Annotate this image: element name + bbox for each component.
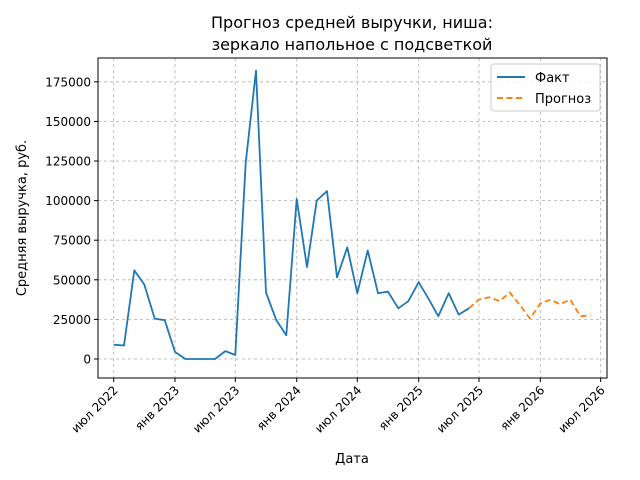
y-tick-label: 25000 [53, 313, 91, 327]
legend: Факт Прогноз [490, 63, 601, 112]
legend-box [490, 63, 601, 112]
x-tick-label: июл 2022 [69, 383, 121, 435]
plot-area-frame [97, 57, 608, 379]
x-tick-label: июл 2023 [190, 383, 242, 435]
y-tick-label: 75000 [53, 234, 91, 248]
x-tick-label: янв 2025 [376, 383, 426, 433]
fact-series-line [113, 69, 470, 360]
x-tick-label: янв 2023 [132, 383, 182, 433]
legend-label-forecast: Прогноз [535, 92, 591, 107]
y-axis-label: Средняя выручка, руб. [15, 140, 30, 296]
x-axis-label: Дата [335, 452, 369, 467]
y-tick-label: 150000 [45, 115, 91, 129]
y-tick-label: 100000 [45, 194, 91, 208]
x-tick-label: янв 2024 [254, 383, 304, 433]
x-tick-label: июл 2026 [556, 383, 608, 435]
chart-title-line1: Прогноз средней выручки, ниша: [211, 13, 493, 32]
y-tick-label: 125000 [45, 155, 91, 169]
x-tick-label: янв 2026 [498, 383, 548, 433]
chart-title-line2: зеркало напольное с подсветкой [212, 35, 493, 54]
x-axis-ticks: июл 2022 янв 2023 июл 2023 янв 2024 июл 2024… [69, 378, 608, 436]
x-tick-label: июл 2025 [434, 383, 486, 435]
series-lines [113, 69, 591, 360]
y-axis-ticks: 0 25000 50000 75000 100000 125000 150000 175000 [45, 75, 98, 367]
y-tick-label: 0 [83, 353, 91, 367]
forecast-series-line [468, 291, 591, 320]
y-tick-label: 175000 [45, 75, 91, 89]
grid-lines [98, 58, 607, 378]
x-tick-label: июл 2024 [312, 383, 364, 435]
legend-label-fact: Факт [535, 71, 570, 86]
y-tick-label: 50000 [53, 273, 91, 287]
